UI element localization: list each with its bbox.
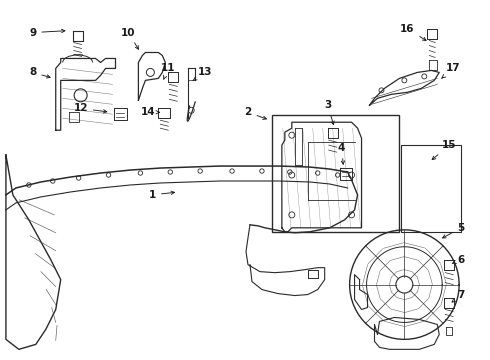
Text: 5: 5 [442, 223, 465, 238]
Text: 14: 14 [141, 107, 159, 117]
Bar [401, 145, 461, 232]
Bar [272, 115, 399, 232]
Text: 1: 1 [149, 190, 174, 200]
Text: 7: 7 [452, 289, 465, 302]
Text: 9: 9 [29, 28, 65, 37]
Text: 2: 2 [245, 107, 267, 120]
Text: 4: 4 [338, 143, 345, 164]
Text: 6: 6 [452, 255, 465, 265]
Text: 15: 15 [432, 140, 457, 159]
Text: 17: 17 [442, 63, 461, 78]
Text: 12: 12 [74, 103, 107, 113]
Text: 11: 11 [161, 63, 175, 79]
Text: 16: 16 [400, 24, 426, 41]
Text: 10: 10 [121, 28, 139, 49]
Text: 13: 13 [193, 67, 212, 81]
Text: 8: 8 [29, 67, 50, 78]
Text: 3: 3 [324, 100, 334, 125]
